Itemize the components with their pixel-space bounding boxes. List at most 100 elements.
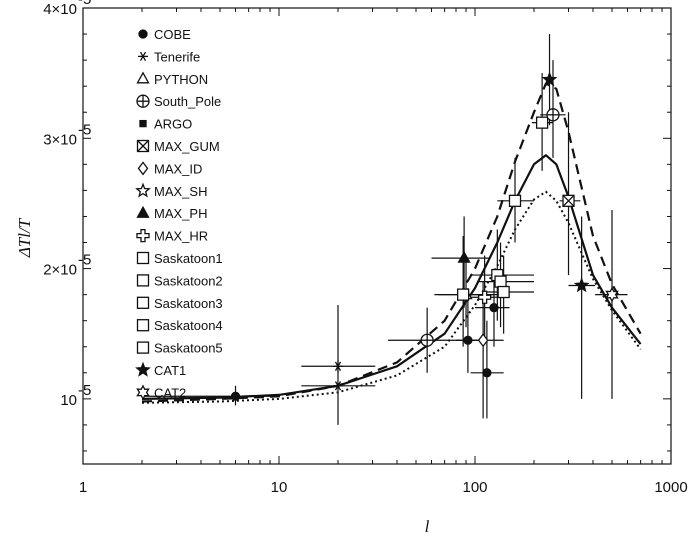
curve-dashed (141, 82, 642, 403)
y-tick-exponent: -5 (78, 382, 91, 399)
legend-marker-filled-circle (138, 29, 148, 39)
plot-frame (82, 7, 672, 465)
model-curves (141, 82, 642, 404)
legend-marker-open-square (136, 274, 150, 287)
marker-shape (136, 71, 150, 84)
legend-label: COBE (154, 27, 191, 42)
marker-shape (137, 161, 149, 176)
marker-shape (136, 251, 150, 265)
data-point-filled-circle (482, 368, 492, 378)
marker-shape (573, 277, 590, 293)
legend-label: Saskatoon4 (154, 318, 223, 333)
legend-marker-open-square (136, 296, 150, 309)
legend-label: PYTHON (154, 72, 208, 87)
legend-marker-filled-square (139, 119, 147, 128)
data-point-circle-plus (546, 108, 560, 122)
data-point-open-square (494, 275, 507, 288)
marker-shape (230, 391, 241, 401)
marker-stroke (334, 361, 342, 371)
marker-shape (541, 71, 558, 87)
legend-label: CAT2 (154, 385, 186, 400)
x-tick-label: 1 (79, 479, 87, 496)
marker-shape (456, 288, 470, 301)
legend-label: ARGO (154, 117, 192, 132)
marker-shape (139, 119, 147, 128)
data-point-open-square (535, 116, 549, 129)
marker-shape (136, 319, 150, 332)
data-point-filled-circle (463, 335, 473, 345)
data-point-open-square (456, 288, 470, 301)
legend-marker-filled-triangle (136, 205, 150, 218)
y-tick-label: 10 (60, 392, 77, 409)
marker-shape (497, 285, 510, 299)
legend-marker-open-square (136, 319, 150, 332)
legend-label: MAX_SH (154, 184, 207, 199)
data-point-square-cross (562, 194, 575, 207)
y-tick-label: 4×10 (43, 1, 77, 18)
marker-shape (136, 205, 150, 218)
legend-marker-filled-star (135, 361, 151, 377)
marker-shape (138, 29, 148, 39)
marker-shape (477, 290, 492, 304)
y-axis-label: ΔTl/T (15, 217, 34, 258)
y-tick-label: 3×10 (43, 131, 77, 148)
y-tick-exponent: -5 (78, 252, 91, 269)
data-point-filled-circle (230, 391, 241, 401)
legend-marker-circle-plus (136, 94, 150, 108)
data-point-open-hexagram (605, 286, 619, 303)
legend-label: MAX_GUM (154, 139, 220, 154)
marker-shape (508, 194, 522, 207)
legend-marker-open-hexagram (136, 384, 150, 401)
legend-label: Saskatoon1 (154, 251, 223, 266)
legend-label: Saskatoon2 (154, 273, 223, 288)
marker-shape (135, 361, 151, 377)
curve-dotted (141, 190, 642, 404)
marker-shape (489, 303, 499, 313)
marker-shape (136, 274, 150, 287)
x-tick-label: 10 (271, 479, 288, 496)
data-point-asterisk (333, 361, 344, 371)
data-points (230, 71, 619, 401)
x-axis-label: l (425, 517, 430, 536)
data-point-asterisk (333, 381, 344, 391)
marker-shape (477, 333, 489, 348)
legend-marker-open-triangle (136, 71, 150, 84)
marker-shape (136, 341, 150, 354)
y-tick-label: 2×10 (43, 262, 77, 279)
legend-label: MAX_ID (154, 161, 202, 176)
marker-stroke (334, 381, 342, 391)
data-point-circle-plus (420, 333, 434, 347)
marker-shape (457, 250, 471, 263)
marker-shape (136, 296, 150, 309)
legend-marker-open-diamond (137, 161, 149, 176)
y-tick-exponent: -5 (78, 0, 91, 8)
legend-marker-open-cross (136, 228, 150, 243)
marker-shape (135, 182, 151, 198)
marker-shape (535, 116, 549, 129)
legend-label: MAX_PH (154, 206, 207, 221)
data-point-filled-star (541, 71, 558, 87)
marker-shape (136, 384, 150, 401)
legend-marker-open-star (135, 182, 151, 198)
legend-label: CAT1 (154, 363, 186, 378)
data-point-filled-circle (489, 303, 499, 313)
marker-shape (494, 275, 507, 288)
legend-label: Saskatoon5 (154, 341, 223, 356)
data-point-open-square (508, 194, 522, 207)
data-point-filled-triangle (457, 250, 471, 263)
x-tick-label: 100 (462, 479, 487, 496)
data-point-open-square (497, 285, 510, 299)
legend-label: Saskatoon3 (154, 296, 223, 311)
marker-stroke (562, 194, 575, 207)
marker-shape (463, 335, 473, 345)
legend-marker-open-square (136, 251, 150, 265)
y-tick-exponent: -5 (78, 121, 91, 138)
legend-label: South_Pole (154, 94, 221, 109)
legend-marker-open-square (136, 341, 150, 354)
marker-shape (136, 228, 150, 243)
data-point-open-cross (477, 290, 492, 304)
marker-shape (482, 368, 492, 378)
marker-shape (605, 286, 619, 303)
